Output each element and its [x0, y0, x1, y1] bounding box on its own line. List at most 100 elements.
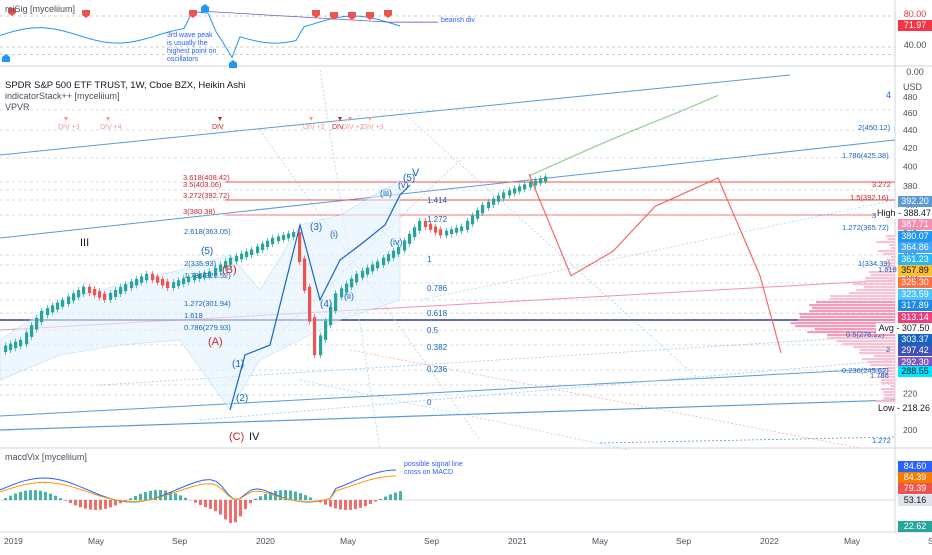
macd-title: macdVix [myceliium]	[5, 452, 87, 462]
div-label: DIV +4	[100, 124, 122, 131]
macd-badge: 53.16	[898, 495, 932, 506]
candle-body	[266, 241, 269, 247]
candle-body	[25, 332, 28, 344]
wave-note-line: 3rd wave peak	[167, 32, 216, 40]
candle-body	[56, 303, 59, 310]
macd-hist-bar	[294, 492, 297, 500]
fib-label: 0.382	[427, 343, 448, 352]
bearish-div-label: bearish div	[441, 17, 475, 24]
macd-hist-bar	[69, 500, 72, 503]
vpvr-bar	[883, 391, 895, 393]
candle-body	[319, 335, 322, 355]
price-badge: 288.55	[898, 366, 932, 377]
candle-body	[445, 231, 448, 236]
macd-hist-bar	[364, 500, 367, 506]
candle-body	[277, 236, 280, 241]
macd-hist-bar	[184, 498, 187, 500]
fib-label: 3.272(392.72)	[183, 191, 230, 200]
time-tick-label: 2020	[256, 536, 275, 546]
candle-body	[35, 318, 38, 330]
fib-label: 1.272	[872, 436, 891, 445]
candle-body	[161, 279, 164, 285]
fib-label: 3.272	[872, 180, 891, 189]
price-tick-label: 400	[903, 161, 917, 171]
macd-hist-bar	[144, 492, 147, 500]
candle-body	[151, 274, 154, 280]
candle-body	[502, 192, 505, 198]
vpvr-bar	[886, 235, 895, 237]
candle-body	[313, 317, 316, 355]
macd-hist-bar	[99, 500, 102, 510]
fib-label: 1.618	[184, 311, 203, 320]
macd-hist-bar	[329, 500, 332, 507]
vpvr-bar	[862, 358, 895, 360]
candle-body	[256, 247, 259, 254]
macd-hist-bar	[74, 500, 77, 505]
macd-hist-bar	[159, 490, 162, 500]
macd-badge: 84.39	[898, 472, 932, 483]
candle-body	[471, 216, 474, 225]
price-badge: Low - 218.26	[876, 403, 932, 414]
candle-body	[72, 293, 75, 300]
macd-hist-bar	[14, 494, 17, 500]
vpvr-bar	[878, 250, 895, 252]
vpvr-bar	[876, 241, 895, 243]
price-badge: Avg - 307.50	[876, 323, 932, 334]
macd-hist-bar	[239, 500, 242, 516]
vpvr-bar	[871, 274, 895, 276]
vpvr-bar	[881, 382, 895, 384]
macd-hist-bar	[344, 500, 347, 510]
div-label: DIV +2	[342, 124, 364, 131]
candle-body	[245, 252, 248, 258]
macd-hist-bar	[34, 490, 37, 500]
price-badge: High - 388.47	[876, 208, 932, 219]
vpvr-bar	[865, 277, 895, 279]
fib-label: 2.618(363.05)	[184, 227, 231, 236]
indicator-title: indicatorStack++ [myceliium]	[5, 91, 120, 101]
fib-label: 1.272(301.94)	[184, 299, 231, 308]
candle-body	[450, 229, 453, 234]
vpvr-bar	[853, 283, 895, 285]
macd-hist-bar	[234, 500, 237, 522]
macd-hist-bar	[289, 490, 292, 500]
candle-body	[518, 186, 521, 191]
candle-body	[271, 238, 274, 244]
candle-body	[366, 268, 369, 275]
top-right-num: 4	[886, 90, 891, 100]
wave-label: (A)	[208, 336, 223, 348]
candle-body	[455, 228, 458, 233]
price-badge: 303.37	[898, 334, 932, 345]
candle-body	[114, 290, 117, 297]
vpvr-bar	[865, 280, 895, 282]
candle-body	[30, 325, 33, 337]
candle-body	[51, 305, 54, 312]
macd-hist-bar	[354, 500, 357, 509]
vpvr-bar	[883, 397, 895, 399]
candle-body	[487, 202, 490, 208]
candle-body	[350, 279, 353, 288]
fib-label: 1.618	[878, 265, 897, 274]
price-tick-label: 440	[903, 125, 917, 135]
price-tick-label: 460	[903, 108, 917, 118]
macd-hist-bar	[129, 498, 132, 500]
macd-hist-bar	[79, 500, 82, 507]
price-badge: 392.20	[898, 196, 932, 207]
macd-hist-bar	[264, 494, 267, 500]
time-tick-label: Sep	[676, 536, 691, 546]
macd-hist-bar	[104, 500, 107, 509]
macd-hist-bar	[209, 500, 212, 509]
div-label: DIV +3	[362, 124, 384, 131]
vpvr-bar	[800, 316, 895, 318]
time-tick-label: May	[592, 536, 609, 546]
candle-body	[387, 254, 390, 261]
macd-hist-bar	[29, 490, 32, 500]
div-label: DIV +3	[58, 124, 80, 131]
macd-hist-bar	[339, 500, 342, 509]
candle-body	[340, 288, 343, 297]
macd-hist-bar	[64, 500, 67, 501]
candle-body	[93, 289, 96, 295]
candle-body	[529, 182, 532, 187]
macd-hist-bar	[324, 500, 327, 505]
fib-label: 0.786(279.93)	[184, 323, 231, 332]
